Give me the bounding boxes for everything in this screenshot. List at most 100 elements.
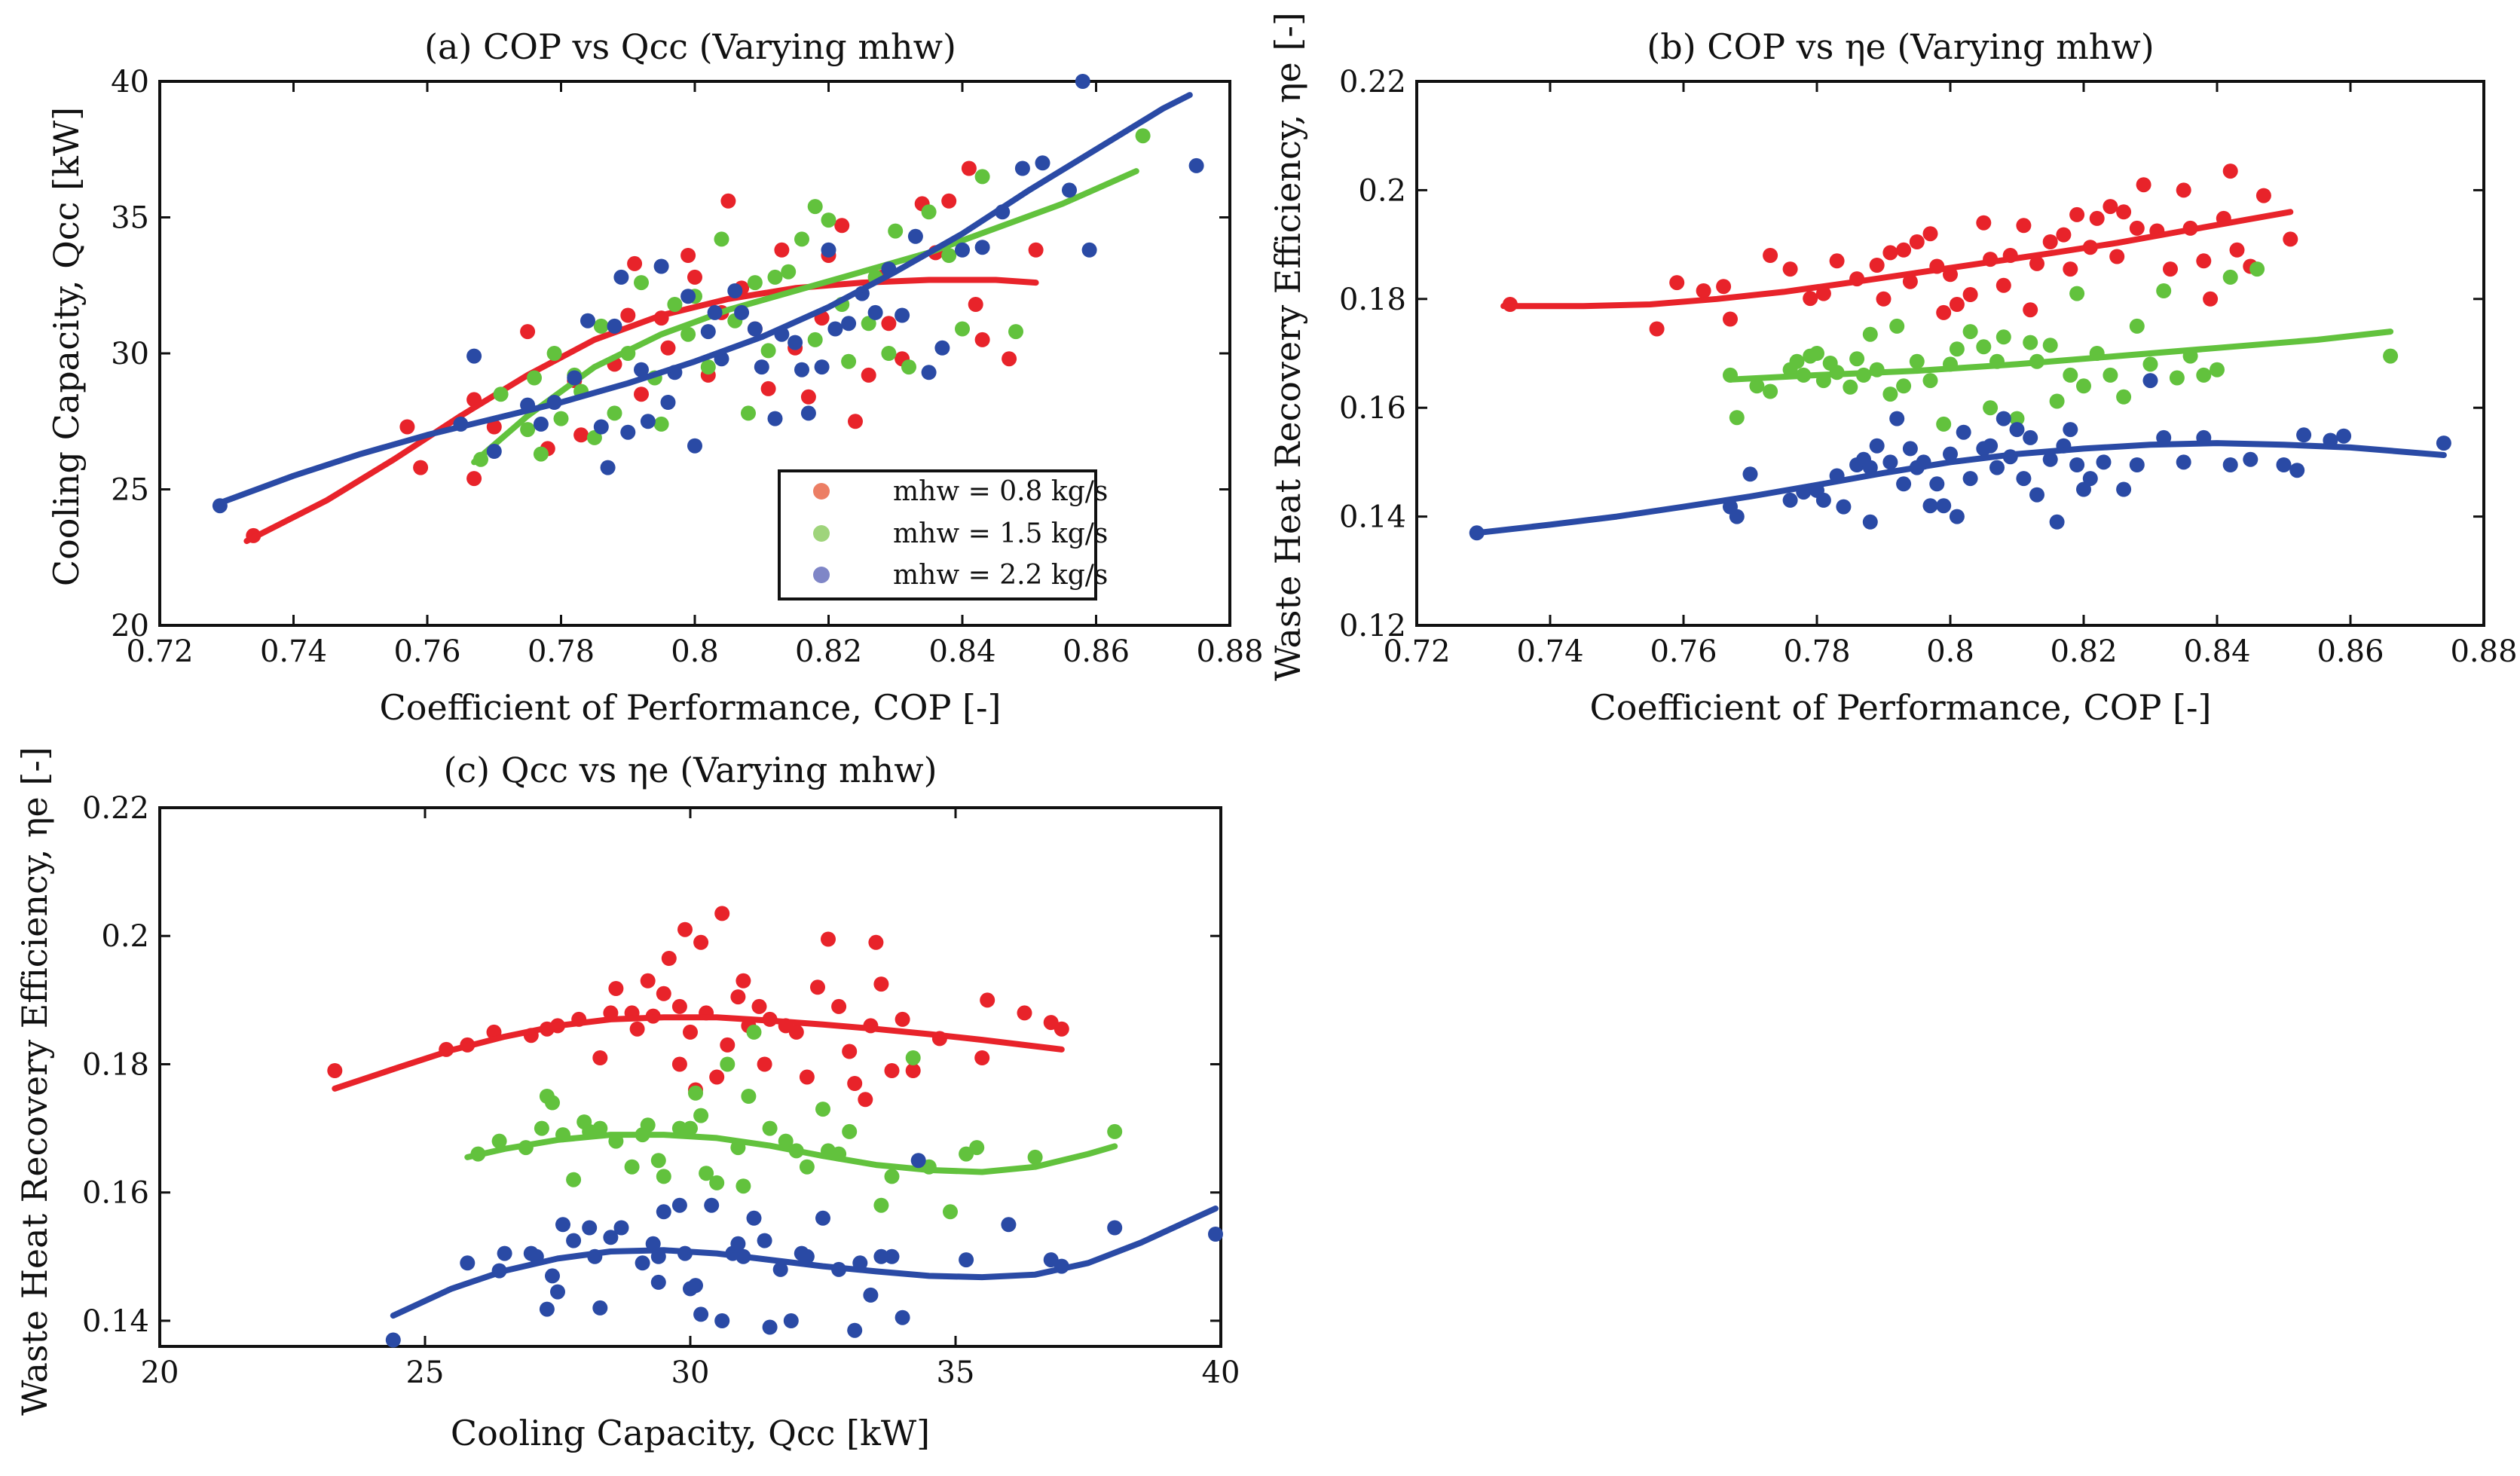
data-point-green	[634, 275, 649, 291]
data-point-blue	[634, 362, 649, 377]
panel-a-ytick-label: 25	[111, 473, 149, 508]
data-point-red	[520, 324, 536, 340]
data-point-blue	[2142, 373, 2158, 389]
panel-b-xlabel: Coefficient of Performance, COP [-]	[1590, 687, 2212, 728]
legend-box	[778, 469, 1097, 600]
data-point-green	[1809, 346, 1824, 361]
data-point-blue	[593, 419, 609, 435]
data-point-blue	[1742, 466, 1758, 482]
data-point-blue	[921, 365, 937, 380]
legend-label-2: mhw = 2.2 kg/s	[893, 560, 1108, 591]
data-point-red	[720, 193, 736, 209]
data-point-blue	[783, 1313, 799, 1328]
data-point-blue	[2049, 514, 2065, 530]
data-point-blue	[727, 283, 743, 298]
data-point-blue	[2289, 463, 2305, 478]
data-point-red	[2056, 227, 2072, 243]
panel-b-ylabel: Waste Heat Recovery Efficiency, ηe [-]	[1268, 12, 1308, 681]
data-point-blue	[687, 438, 702, 454]
panel-b-xtick-label: 0.86	[2317, 634, 2384, 669]
panel-a-ytick-label: 35	[111, 201, 149, 236]
panel-a-xlabel: Coefficient of Performance, COP [-]	[380, 687, 1002, 728]
data-point-green	[1107, 1123, 1123, 1139]
data-point-red	[873, 976, 889, 992]
data-point-blue	[2436, 435, 2451, 451]
panel-b-series-red	[1500, 163, 2298, 337]
data-point-blue	[693, 1306, 709, 1322]
data-point-green	[1983, 400, 1999, 416]
data-point-green	[807, 332, 823, 347]
data-point-green	[640, 1117, 656, 1133]
data-point-red	[661, 951, 677, 966]
data-point-green	[491, 1133, 507, 1149]
data-point-green	[2129, 318, 2145, 334]
panel-c-xtick-label: 20	[141, 1355, 179, 1390]
data-point-blue	[385, 1332, 401, 1348]
panel-c-xtick-label: 40	[1202, 1355, 1240, 1390]
data-point-blue	[867, 304, 883, 320]
data-point-red	[861, 367, 876, 383]
data-point-blue	[567, 370, 583, 386]
data-point-blue	[2276, 457, 2292, 472]
data-point-blue	[1996, 411, 2011, 426]
data-point-green	[2222, 269, 2238, 285]
data-point-blue	[1862, 460, 1878, 475]
data-point-green	[586, 429, 602, 445]
legend-marker-blue	[813, 567, 830, 583]
panel-b-xtick-label: 0.74	[1516, 634, 1583, 669]
panel-b-ytick-label: 0.22	[1339, 65, 1406, 99]
data-point-blue	[1882, 454, 1898, 470]
data-point-blue	[707, 304, 723, 320]
panel-b-ytick-label: 0.2	[1358, 173, 1406, 208]
panel-b-title: (b) COP vs ηe (Varying mhw)	[1647, 26, 2154, 67]
data-point-red	[1962, 287, 1978, 302]
data-point-blue	[2029, 487, 2044, 503]
data-point-green	[841, 353, 857, 369]
data-point-red	[884, 1063, 900, 1078]
legend-label-1: mhw = 1.5 kg/s	[893, 518, 1108, 549]
data-point-green	[1882, 387, 1898, 402]
panel-b-xtick-label: 0.88	[2450, 634, 2517, 669]
data-point-green	[881, 346, 897, 361]
data-point-blue	[1949, 509, 1965, 524]
data-point-red	[413, 460, 429, 475]
data-point-red	[2063, 261, 2078, 277]
data-point-green	[2023, 335, 2038, 350]
data-point-green	[667, 297, 683, 312]
data-point-red	[2163, 261, 2178, 277]
data-point-blue	[620, 424, 636, 440]
data-point-green	[2049, 393, 2065, 409]
data-point-blue	[1014, 160, 1030, 176]
data-point-green	[815, 1102, 830, 1117]
data-point-blue	[2042, 451, 2058, 467]
data-point-red	[858, 1092, 873, 1108]
data-point-red	[693, 934, 709, 950]
data-point-red	[573, 427, 589, 443]
panel-b-xtick-label: 0.82	[2050, 634, 2117, 669]
panel-c-xtick-label: 30	[671, 1355, 710, 1390]
data-point-green	[1763, 384, 1778, 399]
data-point-green	[709, 1175, 725, 1190]
data-point-red	[709, 1069, 725, 1085]
panel-b-axes-frame	[1415, 80, 2485, 627]
panel-a-xtick-label: 0.82	[795, 634, 862, 669]
data-point-blue	[555, 1217, 570, 1233]
data-point-green	[2103, 367, 2118, 383]
data-point-red	[788, 1024, 804, 1040]
data-point-red	[895, 1011, 910, 1027]
data-point-green	[699, 1166, 714, 1181]
data-point-blue	[2009, 422, 2025, 438]
panel-b-series-green	[1723, 261, 2399, 432]
panel-c-xtick-label: 25	[406, 1355, 445, 1390]
data-point-red	[1669, 275, 1685, 291]
data-point-red	[1869, 258, 1885, 273]
legend: mhw = 0.8 kg/s mhw = 1.5 kg/s mhw = 2.2 …	[778, 469, 1108, 600]
data-point-green	[2156, 283, 2172, 298]
data-point-blue	[734, 304, 750, 320]
data-point-green	[527, 370, 542, 386]
panel-c-ytick-label: 0.22	[82, 791, 149, 826]
data-point-green	[2196, 367, 2212, 383]
data-point-blue	[841, 316, 857, 332]
data-point-red	[834, 218, 850, 234]
data-point-blue	[815, 1210, 830, 1226]
